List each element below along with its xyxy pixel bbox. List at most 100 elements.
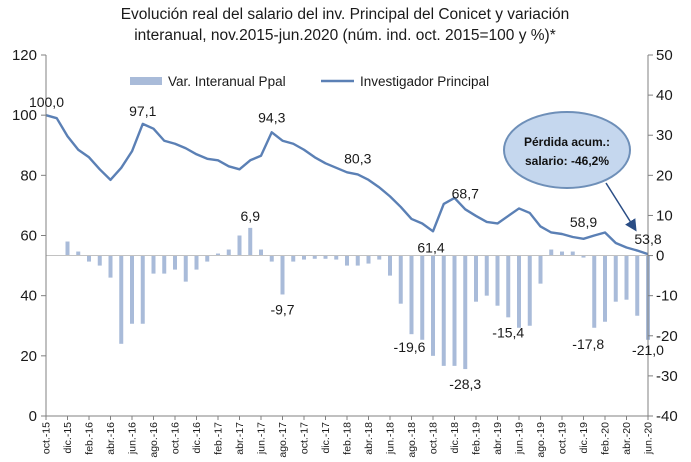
bar-feb.-17 [216,253,220,256]
bar-jun.-17 [259,249,263,256]
bar-nov.-17 [312,255,317,259]
bar-may.-16 [119,255,124,344]
bar-jul.-17 [269,255,274,262]
bar-may.-18 [377,255,382,260]
bar-dic.-16 [194,255,199,270]
x-tick-label: ago.-18 [406,422,418,458]
bar-abr.-16 [108,255,113,278]
bar-ago.-16 [151,255,156,274]
bar-mar.-17 [226,249,231,256]
bar-nov.-18 [441,255,446,366]
x-tick-label: oct.-16 [170,422,182,454]
chart-axes: 0 20 40 60 80 100 120 -40 -30 -20 -10 0 10 20 30 40 50 [12,47,678,425]
bar-ene.-19 [463,255,468,370]
callout-line2: salario: -46,2% [525,154,609,168]
x-tick-label: abr.-16 [105,422,117,455]
bar-sep.-19 [549,249,554,256]
callout-ellipse [503,111,631,189]
legend-label-line: Investigador Principal [360,74,489,89]
x-tick-label: abr.-17 [234,422,246,455]
bar-abr.-18 [366,255,371,264]
y-right-tick-label: 20 [656,167,673,184]
bar-ene.-18 [334,255,339,260]
x-tick-label: ago.-16 [148,422,160,458]
y-right-tick-label: 10 [656,207,673,224]
x-tick-label: ago.-19 [535,422,547,458]
data-label-97,1: 97,1 [129,103,156,119]
bar-oct.-18 [431,255,435,356]
x-tick-label: oct.-15 [41,422,53,454]
x-tick-label: jun.-20 [643,422,655,455]
y-right-tick-label: -10 [656,288,678,305]
bar-sep.-16 [162,255,167,274]
callout-bubble: Pérdida acum.: salario: -46,2% [503,111,637,232]
bar-abr.-20 [624,255,629,300]
x-tick-label: feb.-16 [84,422,96,455]
y-right-tick-label: 50 [656,47,673,64]
y-left-tick-label: 0 [29,408,37,425]
x-tick-label: abr.-18 [363,422,375,455]
bar-mar.-18 [355,255,360,266]
x-tick-label: dic.-15 [62,422,74,454]
bar-ago.-18 [409,255,414,335]
x-tick-label: feb.-19 [471,422,483,455]
bar-dic.-19 [581,255,586,258]
x-tick-label: abr.-20 [621,422,633,455]
x-tick-label: jun.-16 [127,422,139,455]
x-tick-label: jun.-19 [514,422,526,455]
bar-may.-17 [248,227,253,256]
x-tick-label: ago.-17 [277,422,289,458]
x-tick-label: dic.-16 [191,422,203,454]
x-tick-label: jun.-17 [256,422,268,455]
bar-ene.-20 [592,255,597,328]
bar-nov.-16 [183,255,188,282]
bar-oct.-16 [173,255,177,270]
bar-dic.-18 [452,255,457,366]
y-left-tick-label: 20 [20,348,37,365]
x-tick-label: feb.-17 [213,422,225,455]
x-axis-tick-labels: oct.-15 dic.-15 feb.-16 abr.-16 jun.-16 ago.-… [41,422,655,458]
series-line-investigador-principal [45,114,649,256]
bar-feb.-20 [603,255,607,322]
data-label--15,4: -15,4 [492,324,524,340]
chart-title-line1: Evolución real del salario del inv. Prin… [121,6,570,23]
bar-ene.-16 [76,251,81,256]
bar-series [65,227,650,370]
bar-jul.-18 [398,255,403,304]
x-tick-label: dic.-17 [320,422,332,454]
data-label-100,0: 100,0 [29,94,64,110]
bar-ago.-17 [280,255,285,295]
y-left-tick-label: 100 [12,107,37,124]
x-tick-label: oct.-19 [557,422,569,454]
bar-feb.-18 [345,255,349,266]
x-tick-label: dic.-18 [449,422,461,454]
bar-sep.-17 [291,255,296,262]
bar-jun.-19 [517,255,521,328]
data-label--21,0: -21,0 [632,342,664,358]
y-right-tick-label: -30 [656,368,678,385]
y-right-tick-label: 30 [656,127,673,144]
x-tick-label: oct.-17 [299,422,311,454]
data-label-61,4: 61,4 [417,239,444,255]
bar-oct.-17 [302,255,306,260]
bar-feb.-16 [87,255,91,262]
x-tick-label: feb.-20 [600,422,612,455]
y-left-tick-label: 80 [20,167,37,184]
bar-jun.-16 [130,255,134,324]
bar-nov.-19 [570,251,575,256]
data-label-53,8: 53,8 [634,231,661,247]
data-labels: 100,0 97,1 94,3 80,3 61,4 68,7 58,9 53,8 6,9 -9,7… [29,94,664,392]
y-right-tick-label: 40 [656,87,673,104]
y-right-tick-label: -20 [656,328,678,345]
x-tick-label: feb.-18 [342,422,354,455]
legend-swatch-bars [130,77,162,85]
x-tick-label: oct.-18 [428,422,440,454]
bar-abr.-17 [237,235,242,256]
bar-abr.-19 [495,255,500,306]
bar-mar.-19 [484,255,489,296]
y-left-tick-label: 60 [20,228,37,245]
data-label-6,9: 6,9 [241,208,261,224]
bar-mar.-20 [613,255,618,302]
bar-feb.-19 [474,255,478,302]
